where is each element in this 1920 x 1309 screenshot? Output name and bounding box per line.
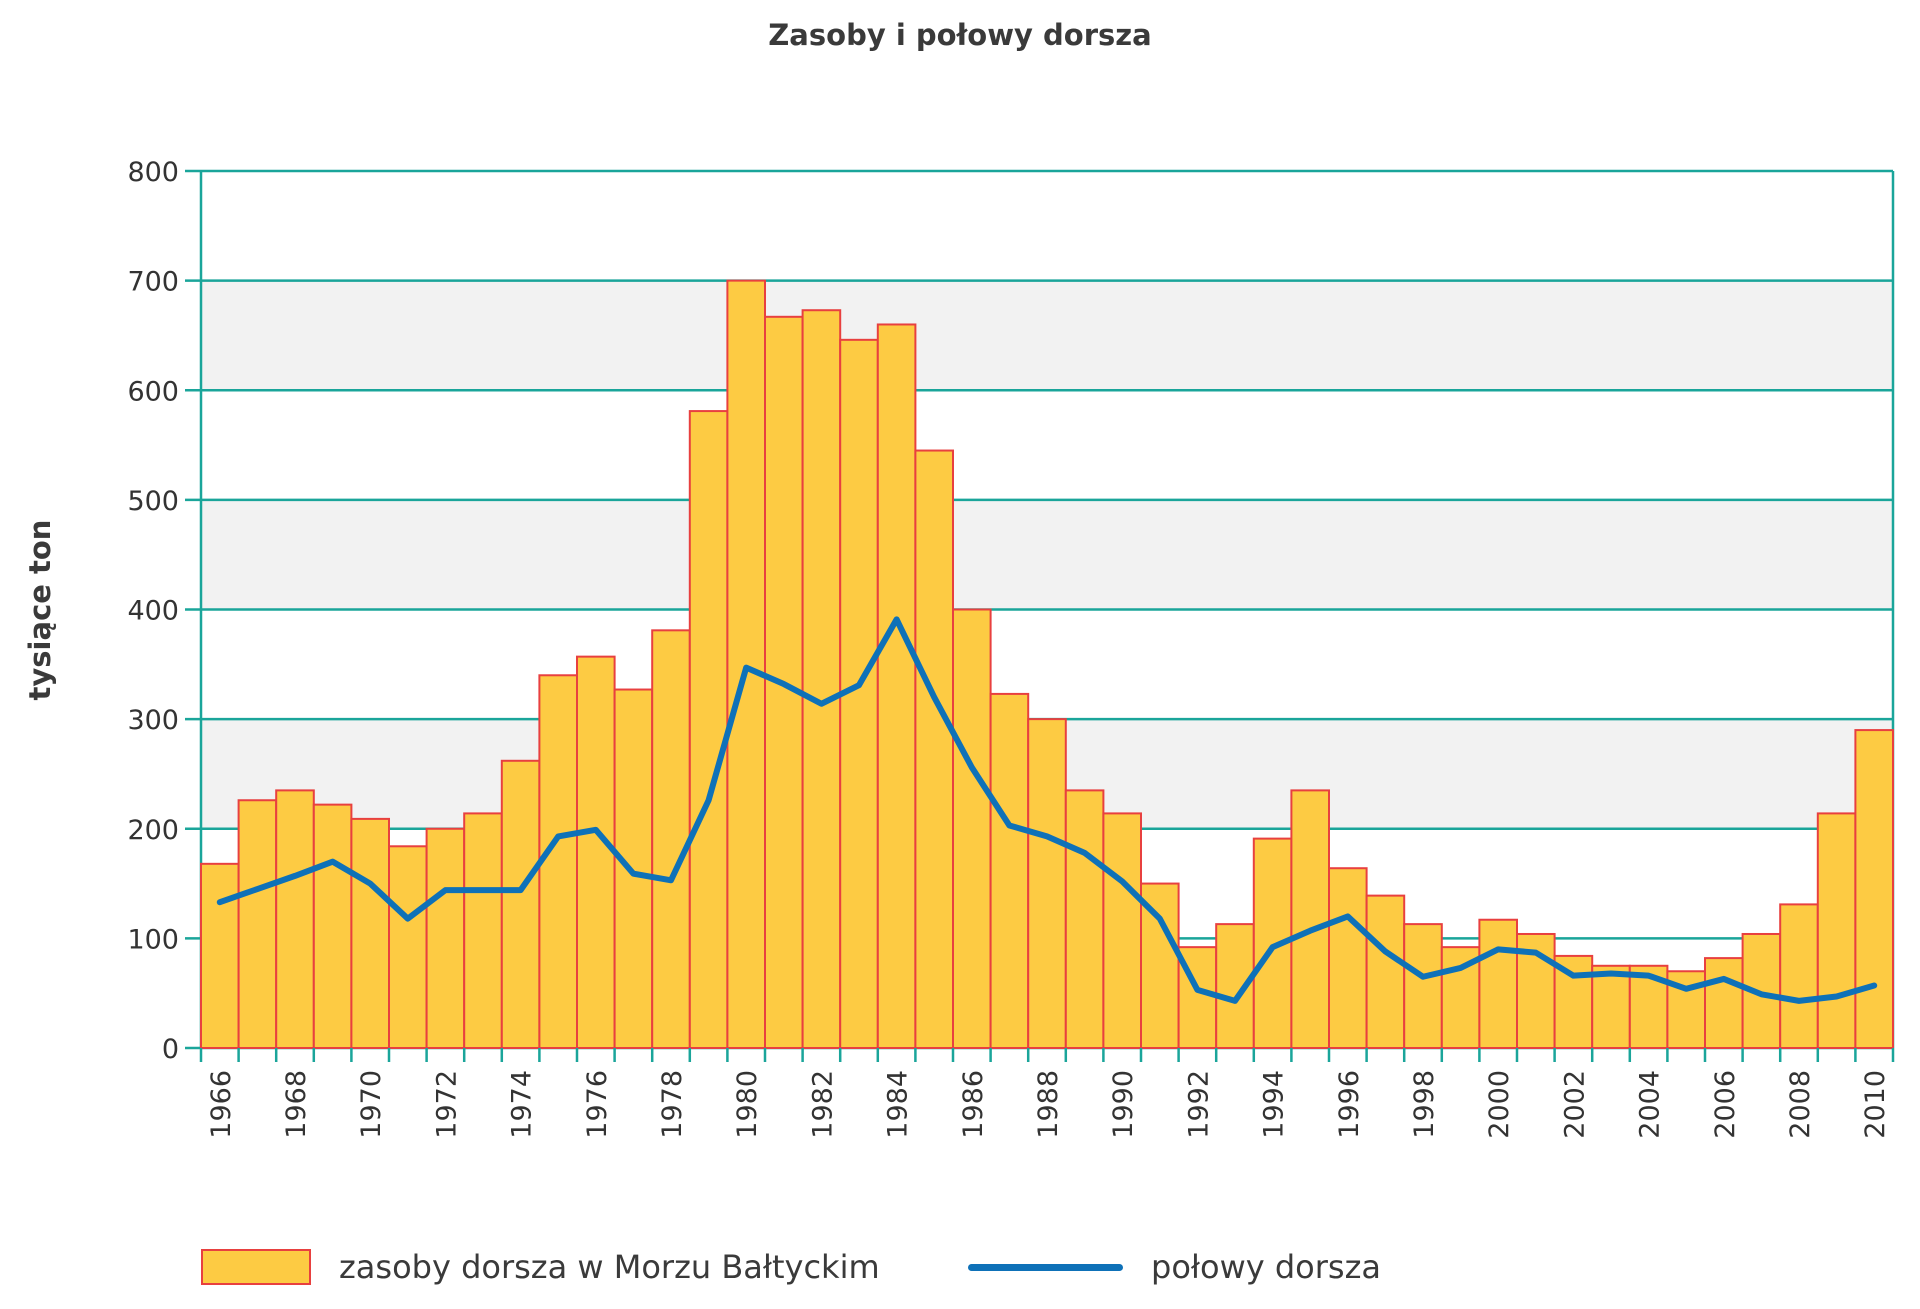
bar-1995 — [1290, 789, 1331, 1049]
x-tick-label: 2008 — [1785, 1070, 1816, 1139]
bar-1966 — [200, 862, 240, 1050]
y-tick-label: 800 — [127, 157, 179, 188]
y-tick-label: 0 — [162, 1034, 179, 1065]
bar-1968 — [275, 789, 315, 1049]
x-tick-label: 1968 — [281, 1070, 312, 1139]
bar-1986 — [952, 608, 992, 1049]
y-tick-label: 100 — [127, 924, 179, 955]
x-tick-label: 1980 — [732, 1070, 763, 1139]
x-tick-label: 1996 — [1334, 1070, 1365, 1139]
x-tick-label: 2010 — [1860, 1070, 1891, 1139]
x-tick-label: 1974 — [507, 1070, 538, 1139]
y-tick-label: 600 — [127, 376, 179, 407]
bar-1975 — [538, 674, 579, 1050]
x-tick-label: 1988 — [1033, 1070, 1064, 1139]
bar-1980 — [726, 279, 767, 1049]
x-tick-label: 1966 — [206, 1070, 237, 1139]
x-tick-label: 1978 — [657, 1070, 688, 1139]
grid-band — [201, 499, 1893, 610]
legend-swatch-bar — [201, 1249, 311, 1285]
legend-item-line: połowy dorsza — [968, 1248, 1381, 1286]
x-tick-label: 1990 — [1108, 1070, 1139, 1139]
bar-1985 — [914, 449, 955, 1049]
bar-1987 — [989, 692, 1030, 1049]
bar-2009 — [1816, 812, 1857, 1050]
y-tick-label: 700 — [127, 267, 179, 298]
x-tick-label: 1984 — [883, 1070, 914, 1139]
bar-1979 — [688, 410, 729, 1049]
x-tick-label: 1976 — [582, 1070, 613, 1139]
x-tick-label: 1998 — [1409, 1070, 1440, 1139]
bar-1970 — [350, 817, 390, 1049]
x-tick-label: 2004 — [1635, 1070, 1666, 1139]
x-tick-label: 1972 — [431, 1070, 462, 1139]
x-tick-label: 1986 — [958, 1070, 989, 1139]
bar-1991 — [1140, 882, 1180, 1049]
x-tick-label: 1982 — [807, 1070, 838, 1139]
bar-2008 — [1779, 903, 1819, 1049]
x-tick-label: 2000 — [1484, 1070, 1515, 1139]
y-tick-label: 200 — [127, 815, 179, 846]
legend-item-bars: zasoby dorsza w Morzu Bałtyckim — [201, 1248, 880, 1286]
bar-2003 — [1591, 964, 1631, 1049]
bar-1977 — [613, 688, 654, 1049]
bar-1976 — [576, 655, 616, 1049]
bar-1996 — [1328, 867, 1368, 1050]
x-tick-label: 1994 — [1259, 1070, 1290, 1139]
y-tick-label: 400 — [127, 596, 179, 627]
grid-band — [201, 280, 1893, 391]
x-tick-label: 1992 — [1183, 1070, 1214, 1139]
bar-1990 — [1102, 812, 1143, 1050]
bar-2000 — [1478, 918, 1519, 1050]
legend-label-line: połowy dorsza — [1151, 1248, 1381, 1286]
y-tick-label: 300 — [127, 705, 179, 736]
bar-1973 — [463, 812, 503, 1050]
bar-1974 — [500, 759, 541, 1049]
bar-1998 — [1403, 923, 1443, 1050]
bar-1967 — [237, 799, 278, 1049]
bar-1997 — [1365, 894, 1406, 1050]
bar-2010 — [1854, 729, 1895, 1050]
bar-1982 — [801, 309, 842, 1049]
bar-1969 — [312, 803, 353, 1049]
bar-1984 — [876, 323, 917, 1050]
legend-label-bars: zasoby dorsza w Morzu Bałtyckim — [339, 1248, 880, 1286]
bar-1978 — [651, 629, 691, 1049]
bar-1988 — [1027, 718, 1067, 1049]
x-tick-label: 2006 — [1710, 1070, 1741, 1139]
chart-title: Zasoby i połowy dorsza — [768, 18, 1152, 52]
x-tick-label: 1970 — [356, 1070, 387, 1139]
bar-1989 — [1064, 789, 1105, 1049]
legend-swatch-line — [968, 1263, 1123, 1271]
bar-1972 — [425, 827, 466, 1049]
y-tick-label: 500 — [127, 486, 179, 517]
bar-2006 — [1704, 957, 1744, 1049]
x-tick-label: 2002 — [1559, 1070, 1590, 1139]
bar-1971 — [388, 845, 428, 1049]
